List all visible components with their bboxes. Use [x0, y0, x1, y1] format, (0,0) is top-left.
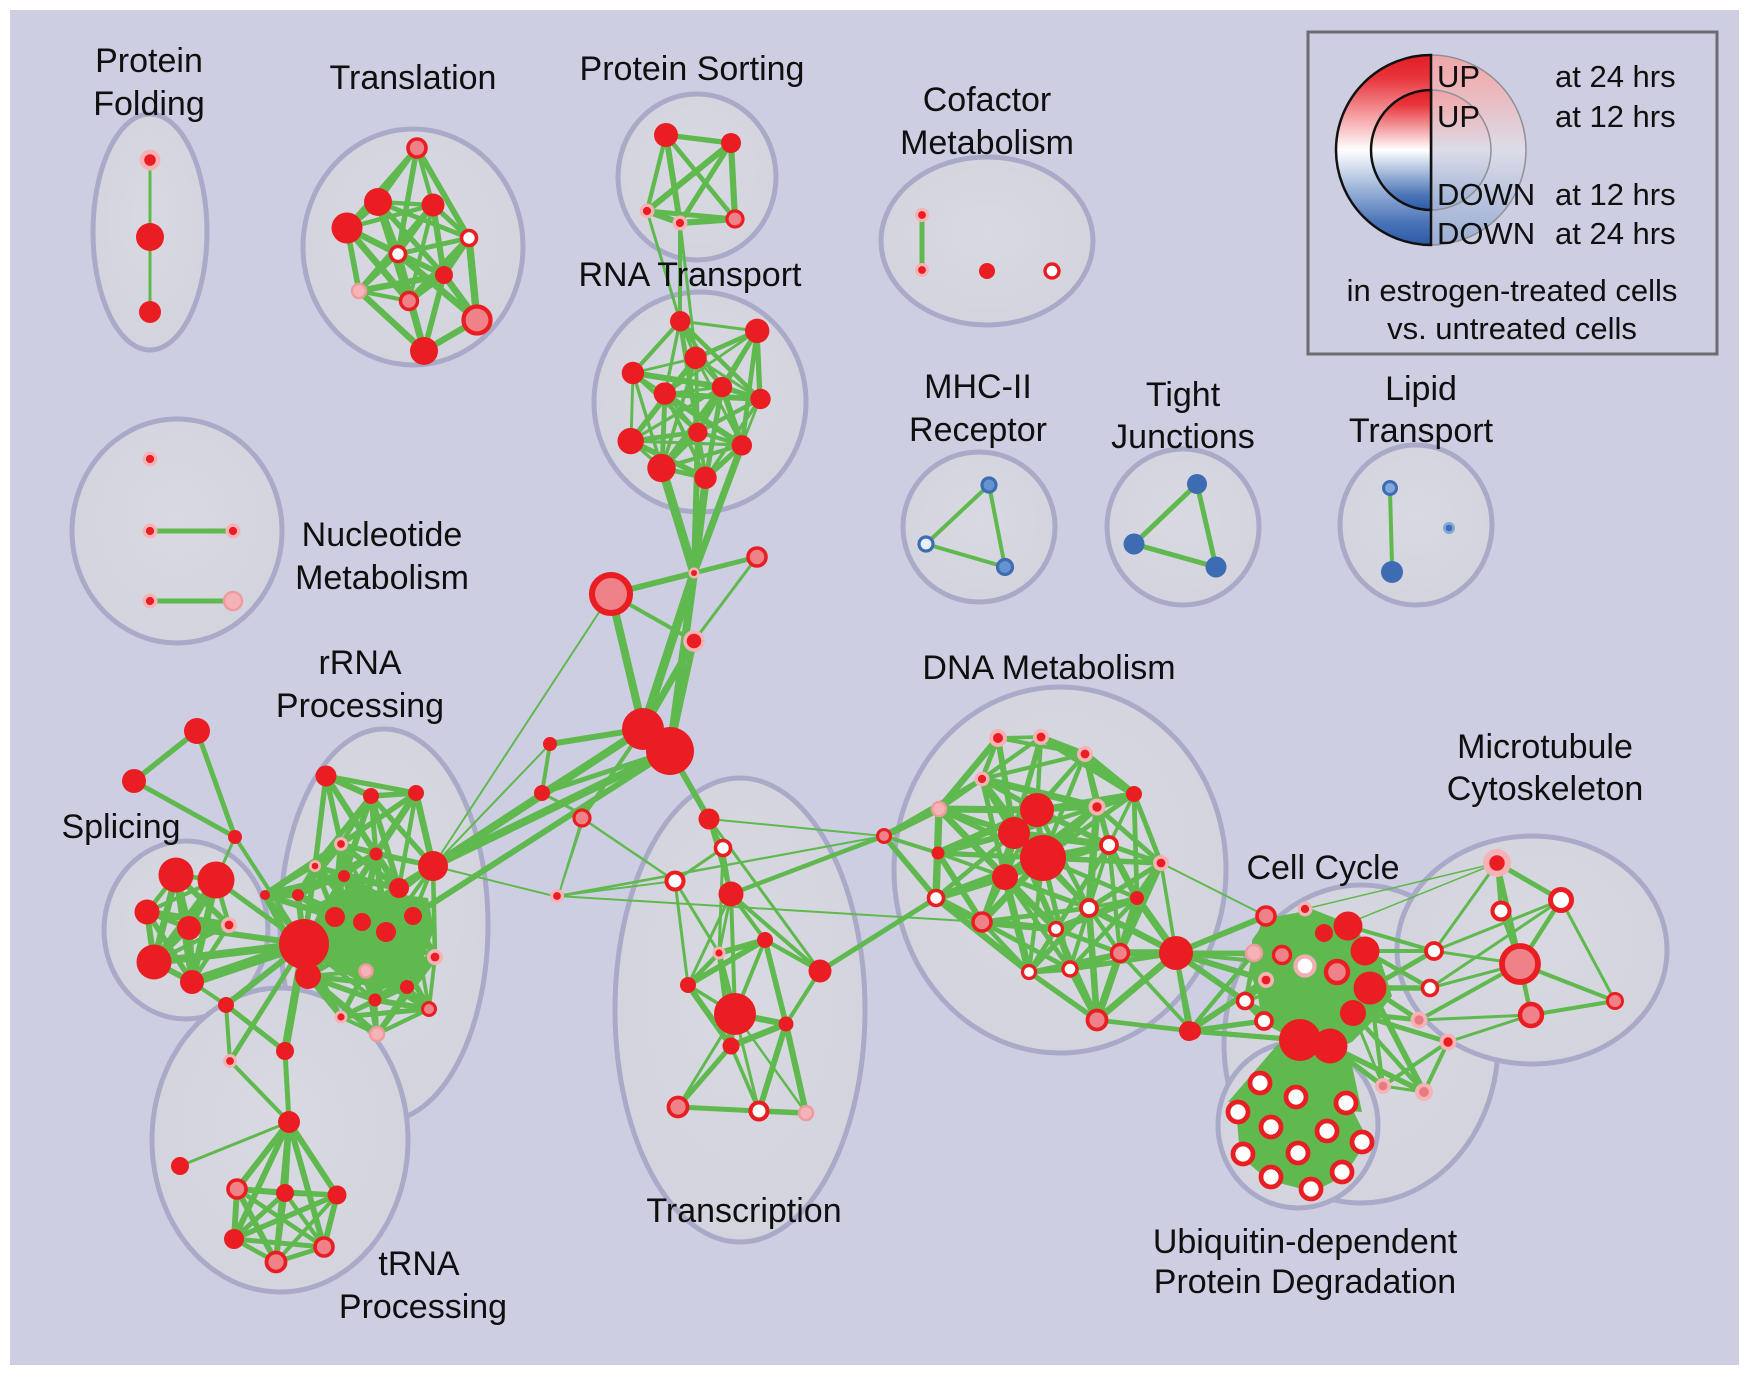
svg-text:Transport: Transport [1349, 412, 1494, 450]
svg-text:Translation: Translation [330, 59, 497, 97]
svg-text:Protein Degradation: Protein Degradation [1154, 1263, 1456, 1301]
svg-text:Cell Cycle: Cell Cycle [1246, 849, 1399, 887]
svg-text:Metabolism: Metabolism [900, 124, 1074, 162]
svg-text:Folding: Folding [93, 85, 205, 123]
svg-text:Transcription: Transcription [646, 1192, 841, 1230]
svg-text:Tight: Tight [1146, 376, 1221, 414]
svg-text:MHC-II: MHC-II [924, 368, 1032, 406]
svg-text:Processing: Processing [339, 1288, 507, 1326]
svg-text:at 12 hrs: at 12 hrs [1555, 99, 1676, 134]
svg-text:Protein Sorting: Protein Sorting [580, 50, 805, 88]
svg-text:DNA Metabolism: DNA Metabolism [922, 649, 1175, 687]
svg-text:vs. untreated cells: vs. untreated cells [1387, 311, 1637, 346]
svg-text:at 24 hrs: at 24 hrs [1555, 216, 1676, 251]
svg-text:Metabolism: Metabolism [295, 559, 469, 597]
svg-text:Lipid: Lipid [1385, 370, 1457, 408]
svg-text:Ubiquitin-dependent: Ubiquitin-dependent [1153, 1223, 1458, 1261]
svg-text:at 24 hrs: at 24 hrs [1555, 59, 1676, 94]
svg-text:rRNA: rRNA [318, 644, 401, 682]
svg-text:UP: UP [1437, 99, 1480, 134]
svg-text:Nucleotide: Nucleotide [302, 516, 463, 554]
svg-text:in estrogen-treated cells: in estrogen-treated cells [1347, 273, 1678, 308]
svg-text:DOWN: DOWN [1437, 177, 1535, 212]
svg-text:Protein: Protein [95, 42, 203, 80]
svg-text:DOWN: DOWN [1437, 216, 1535, 251]
svg-text:Cytoskeleton: Cytoskeleton [1447, 770, 1644, 808]
svg-text:at 12 hrs: at 12 hrs [1555, 177, 1676, 212]
svg-text:tRNA: tRNA [378, 1245, 460, 1283]
svg-text:Splicing: Splicing [61, 808, 180, 846]
svg-text:UP: UP [1437, 59, 1480, 94]
svg-text:Junctions: Junctions [1111, 418, 1255, 456]
svg-text:Processing: Processing [276, 687, 444, 725]
svg-text:RNA Transport: RNA Transport [579, 256, 803, 294]
svg-text:Microtubule: Microtubule [1457, 728, 1633, 766]
svg-text:Receptor: Receptor [909, 411, 1047, 449]
svg-text:Cofactor: Cofactor [923, 81, 1052, 119]
